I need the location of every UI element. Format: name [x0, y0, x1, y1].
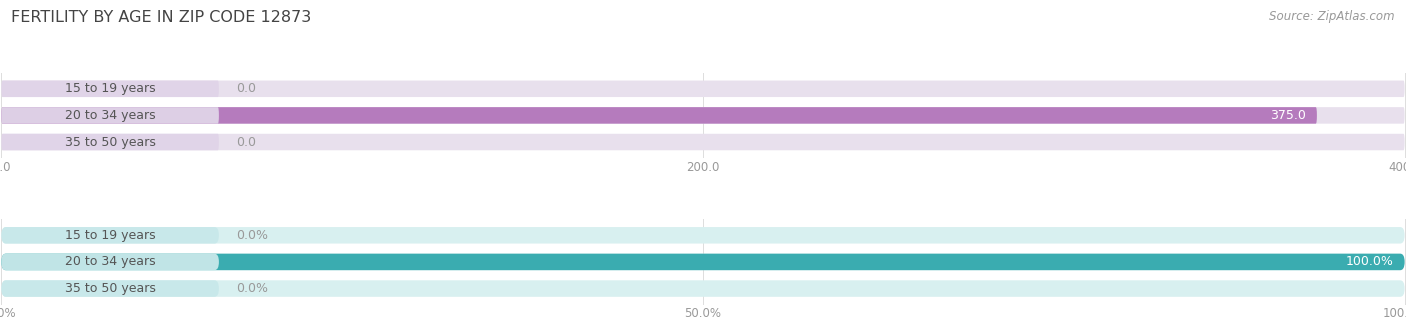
Text: FERTILITY BY AGE IN ZIP CODE 12873: FERTILITY BY AGE IN ZIP CODE 12873 [11, 10, 312, 25]
Text: 0.0: 0.0 [236, 82, 256, 95]
FancyBboxPatch shape [1, 254, 219, 270]
Text: 0.0%: 0.0% [236, 229, 267, 242]
FancyBboxPatch shape [1, 134, 219, 150]
Text: 100.0%: 100.0% [1346, 256, 1393, 268]
Text: 35 to 50 years: 35 to 50 years [65, 282, 156, 295]
FancyBboxPatch shape [1, 280, 1405, 297]
Text: 0.0: 0.0 [236, 135, 256, 149]
FancyBboxPatch shape [1, 80, 1405, 97]
Text: 0.0%: 0.0% [236, 282, 267, 295]
FancyBboxPatch shape [1, 254, 1405, 270]
FancyBboxPatch shape [1, 80, 219, 97]
FancyBboxPatch shape [1, 227, 1405, 244]
Text: Source: ZipAtlas.com: Source: ZipAtlas.com [1270, 10, 1395, 23]
FancyBboxPatch shape [1, 227, 219, 244]
Text: 20 to 34 years: 20 to 34 years [65, 109, 156, 122]
Text: 20 to 34 years: 20 to 34 years [65, 256, 156, 268]
FancyBboxPatch shape [1, 280, 219, 297]
FancyBboxPatch shape [1, 107, 1405, 124]
FancyBboxPatch shape [1, 254, 1405, 270]
Text: 15 to 19 years: 15 to 19 years [65, 229, 156, 242]
FancyBboxPatch shape [1, 134, 1405, 150]
FancyBboxPatch shape [1, 107, 1317, 124]
Text: 375.0: 375.0 [1270, 109, 1306, 122]
Text: 15 to 19 years: 15 to 19 years [65, 82, 156, 95]
FancyBboxPatch shape [1, 107, 219, 124]
Text: 35 to 50 years: 35 to 50 years [65, 135, 156, 149]
